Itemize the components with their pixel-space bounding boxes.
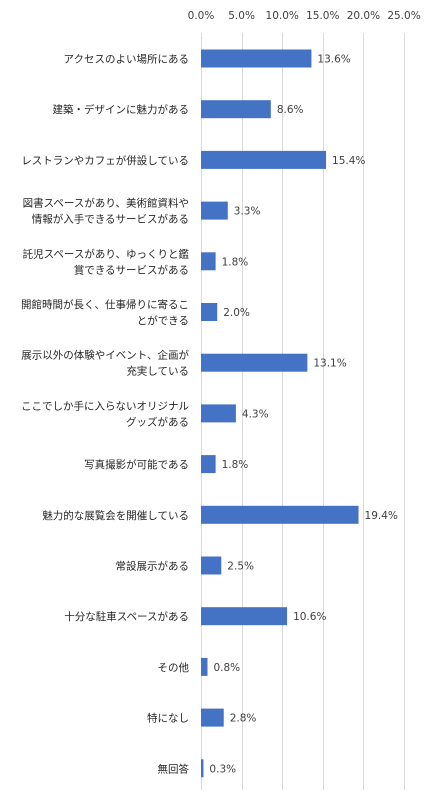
data-label: 10.6% bbox=[293, 611, 326, 623]
category-label: 十分な駐車スペースがある bbox=[64, 610, 189, 623]
data-labels: 13.6% 8.6% 15.4% 3.3% 1.8% 2.0% 13.1% 4.3% 1.8% 1… bbox=[209, 54, 397, 776]
data-label: 1.8% bbox=[222, 459, 249, 471]
data-label: 13.1% bbox=[313, 358, 346, 370]
bar bbox=[201, 49, 312, 68]
bars bbox=[201, 49, 359, 778]
category-label: アクセスのよい場所にある bbox=[64, 53, 189, 66]
category-label: ここでしか手に入らないオリジナルグッズがある bbox=[21, 399, 189, 428]
category-label: 魅力的な展覧会を開催している bbox=[42, 509, 189, 522]
data-label: 3.3% bbox=[234, 206, 261, 218]
category-label: 無回答 bbox=[158, 762, 190, 775]
data-label: 1.8% bbox=[222, 256, 249, 268]
data-label: 0.8% bbox=[213, 662, 240, 674]
category-label: レストランやカフェが併設している bbox=[21, 154, 189, 167]
category-labels: アクセスのよい場所にある建築・デザインに魅力があるレストランやカフェが併設してい… bbox=[21, 53, 189, 776]
bar bbox=[201, 708, 224, 727]
category-label: 託児スペースがあり、ゆっくりと鑑賞できるサービスがある bbox=[23, 247, 190, 276]
data-label: 13.6% bbox=[317, 54, 350, 66]
category-label: 常設展示がある bbox=[116, 560, 190, 573]
bar bbox=[201, 303, 218, 321]
data-label: 4.3% bbox=[242, 408, 269, 420]
x-tick-label: 10.0% bbox=[266, 10, 299, 22]
bar bbox=[201, 505, 359, 524]
data-label: 2.8% bbox=[230, 713, 257, 725]
category-label: 図書スペースがあり、美術館資料や情報が入手できるサービスがある bbox=[23, 197, 189, 226]
bar bbox=[201, 607, 288, 626]
x-tick-label: 15.0% bbox=[306, 10, 339, 22]
category-label: 写真撮影が可能である bbox=[84, 458, 189, 471]
bar bbox=[201, 404, 236, 423]
category-label: 建築・デザインに魅力がある bbox=[53, 103, 190, 116]
category-label: その他 bbox=[158, 661, 190, 674]
category-label: 特になし bbox=[147, 713, 189, 725]
data-label: 0.3% bbox=[209, 763, 236, 775]
data-label: 2.0% bbox=[223, 307, 250, 319]
x-tick-label: 25.0% bbox=[387, 10, 420, 22]
bar bbox=[201, 100, 271, 119]
bar bbox=[201, 455, 216, 474]
bar bbox=[201, 150, 327, 169]
x-tick-label: 0.0% bbox=[188, 10, 215, 22]
bar bbox=[201, 556, 222, 575]
bar bbox=[201, 252, 216, 271]
category-label: 展示以外の体験やイベント、企画が充実している bbox=[21, 349, 189, 378]
data-label: 15.4% bbox=[332, 155, 365, 167]
x-tick-label: 20.0% bbox=[347, 10, 380, 22]
x-tick-label: 5.0% bbox=[228, 10, 255, 22]
data-label: 19.4% bbox=[365, 510, 398, 522]
category-label: 開館時間が長く、仕事帰りに寄ることができる bbox=[21, 298, 189, 327]
data-label: 2.5% bbox=[227, 561, 254, 573]
data-label: 8.6% bbox=[277, 104, 304, 116]
bar bbox=[201, 353, 308, 372]
bar bbox=[201, 657, 208, 676]
bar bbox=[201, 759, 204, 778]
x-axis-ticks: 0.0% 5.0% 10.0% 15.0% 20.0% 25.0% bbox=[188, 10, 421, 22]
bar bbox=[201, 201, 228, 220]
